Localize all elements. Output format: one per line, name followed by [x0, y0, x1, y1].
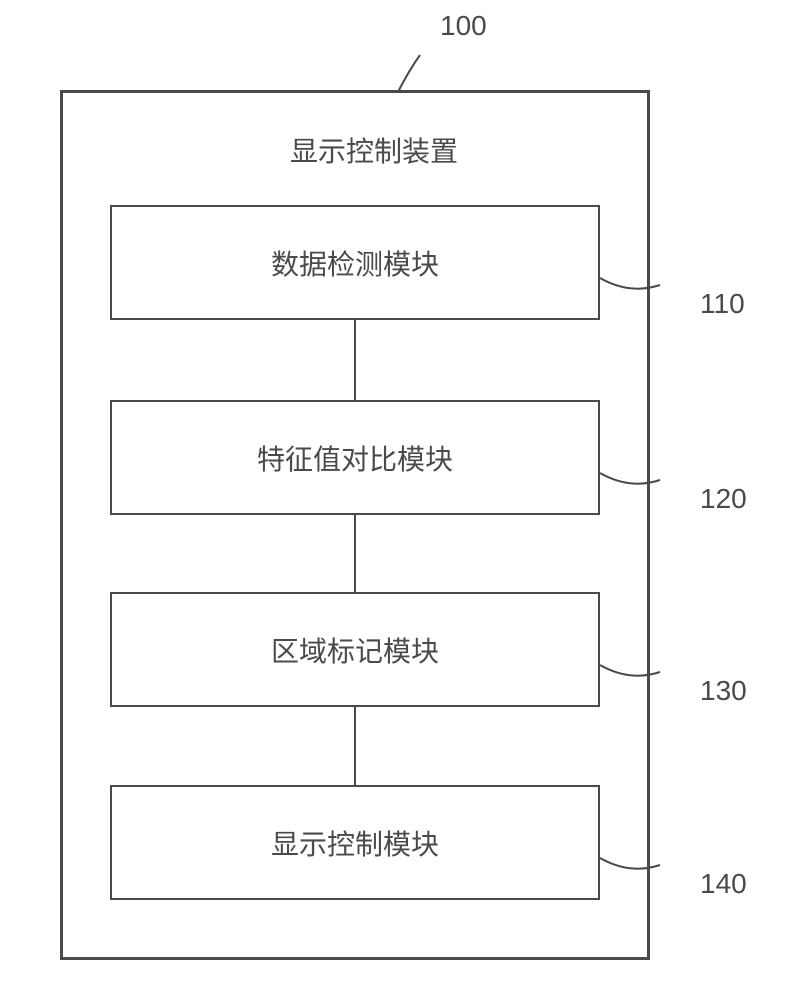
diagram-canvas: 显示控制装置100数据检测模块110特征值对比模块120区域标记模块130显示控…: [0, 0, 800, 1000]
connector-data-detect-to-feature-compare: [354, 320, 356, 400]
module-display-control-ref-leader: [0, 0, 800, 1000]
connector-feature-compare-to-region-mark: [354, 515, 356, 592]
connector-region-mark-to-display-control: [354, 707, 356, 785]
